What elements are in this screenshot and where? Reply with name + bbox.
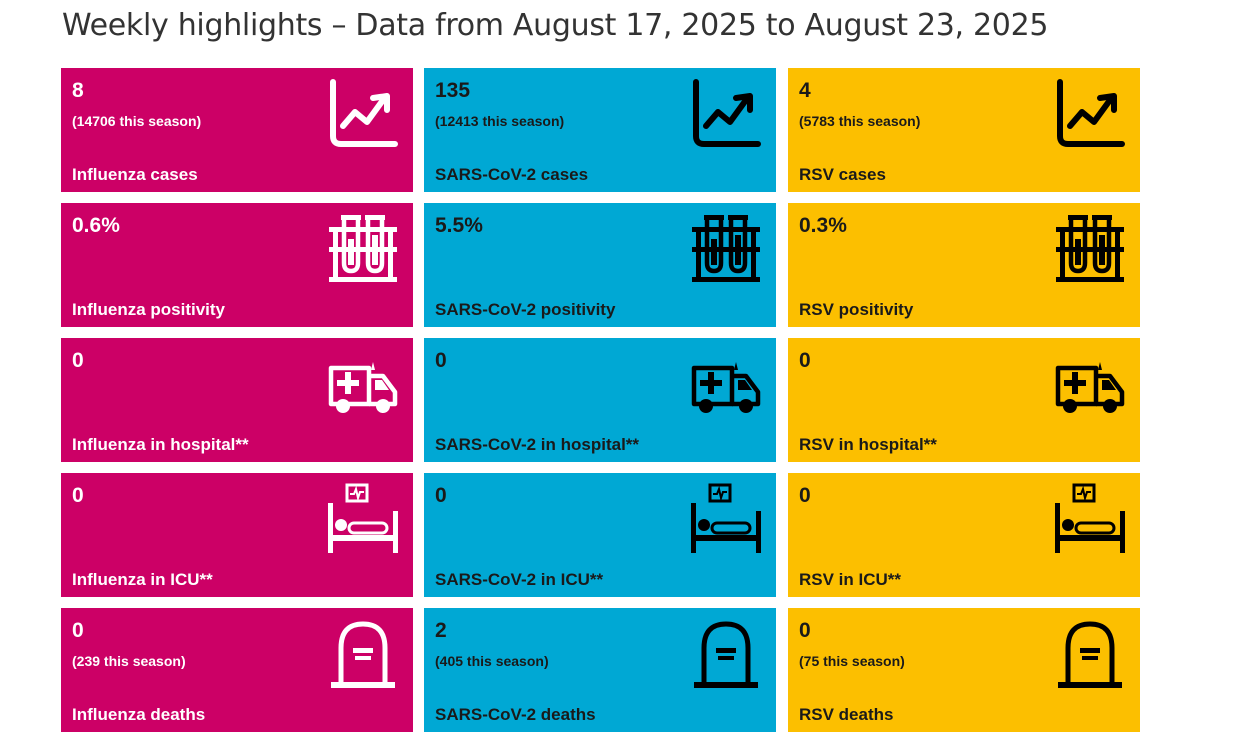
card-value: 4 — [799, 79, 811, 102]
card-label: RSV positivity — [799, 300, 914, 319]
tombstone-icon — [327, 618, 399, 690]
card-label: RSV deaths — [799, 705, 894, 724]
rsv-icu-card: 0 RSV in ICU** — [788, 473, 1140, 597]
rsv-hospital-card: 0 RSV in hospital** — [788, 338, 1140, 462]
icu-bed-icon — [1054, 483, 1126, 555]
test-tubes-icon — [690, 213, 762, 285]
rsv-cases-card: 4 (5783 this season) RSV cases — [788, 68, 1140, 192]
card-season: (239 this season) — [72, 653, 186, 669]
influenza-deaths-card: 0 (239 this season) Influenza deaths — [61, 608, 413, 732]
card-value: 0.6% — [72, 214, 120, 237]
card-season: (12413 this season) — [435, 113, 565, 129]
chart-trend-icon — [327, 78, 399, 150]
tombstone-icon — [1054, 618, 1126, 690]
card-value: 2 — [435, 619, 447, 642]
tombstone-icon — [690, 618, 762, 690]
card-label: Influenza in hospital** — [72, 435, 249, 454]
rsv-deaths-card: 0 (75 this season) RSV deaths — [788, 608, 1140, 732]
card-label: Influenza deaths — [72, 705, 206, 724]
ambulance-icon — [690, 348, 762, 420]
card-season: (405 this season) — [435, 653, 549, 669]
card-value: 0 — [72, 619, 84, 642]
influenza-hospital-card: 0 Influenza in hospital** — [61, 338, 413, 462]
card-season: (5783 this season) — [799, 113, 921, 129]
sarscov2-icu-card: 0 SARS-CoV-2 in ICU** — [424, 473, 776, 597]
test-tubes-icon — [327, 213, 399, 285]
card-value: 0 — [435, 484, 447, 507]
rsv-positivity-card: 0.3% RSV positivity — [788, 203, 1140, 327]
card-label: RSV in ICU** — [799, 570, 902, 589]
card-label: SARS-CoV-2 cases — [435, 165, 589, 184]
card-value: 0 — [799, 619, 811, 642]
sarscov2-hospital-card: 0 SARS-CoV-2 in hospital** — [424, 338, 776, 462]
card-value: 0 — [799, 349, 811, 372]
icu-bed-icon — [690, 483, 762, 555]
card-label: RSV in hospital** — [799, 435, 937, 454]
card-label: SARS-CoV-2 deaths — [435, 705, 596, 724]
chart-trend-icon — [690, 78, 762, 150]
card-label: SARS-CoV-2 in ICU** — [435, 570, 604, 589]
page-title: Weekly highlights – Data from August 17,… — [62, 8, 1049, 43]
sarscov2-cases-card: 135 (12413 this season) SARS-CoV-2 cases — [424, 68, 776, 192]
sarscov2-positivity-card: 5.5% SARS-CoV-2 positivity — [424, 203, 776, 327]
card-value: 0 — [799, 484, 811, 507]
card-value: 0 — [72, 484, 84, 507]
card-label: SARS-CoV-2 positivity — [435, 300, 616, 319]
test-tubes-icon — [1054, 213, 1126, 285]
icu-bed-icon — [327, 483, 399, 555]
card-value: 0 — [435, 349, 447, 372]
card-value: 5.5% — [435, 214, 483, 237]
card-value: 8 — [72, 79, 84, 102]
influenza-positivity-card: 0.6% Influenza positivity — [61, 203, 413, 327]
card-value: 0.3% — [799, 214, 847, 237]
card-season: (75 this season) — [799, 653, 905, 669]
sarscov2-deaths-card: 2 (405 this season) SARS-CoV-2 deaths — [424, 608, 776, 732]
influenza-cases-card: 8 (14706 this season) Influenza cases — [61, 68, 413, 192]
influenza-icu-card: 0 Influenza in ICU** — [61, 473, 413, 597]
card-value: 135 — [435, 79, 471, 102]
highlights-grid: 8 (14706 this season) Influenza cases 13… — [61, 68, 1141, 732]
card-season: (14706 this season) — [72, 113, 202, 129]
card-value: 0 — [72, 349, 84, 372]
card-label: Influenza positivity — [72, 300, 226, 319]
card-label: RSV cases — [799, 165, 886, 184]
chart-trend-icon — [1054, 78, 1126, 150]
card-label: Influenza in ICU** — [72, 570, 213, 589]
ambulance-icon — [1054, 348, 1126, 420]
ambulance-icon — [327, 348, 399, 420]
card-label: Influenza cases — [72, 165, 198, 184]
card-label: SARS-CoV-2 in hospital** — [435, 435, 640, 454]
